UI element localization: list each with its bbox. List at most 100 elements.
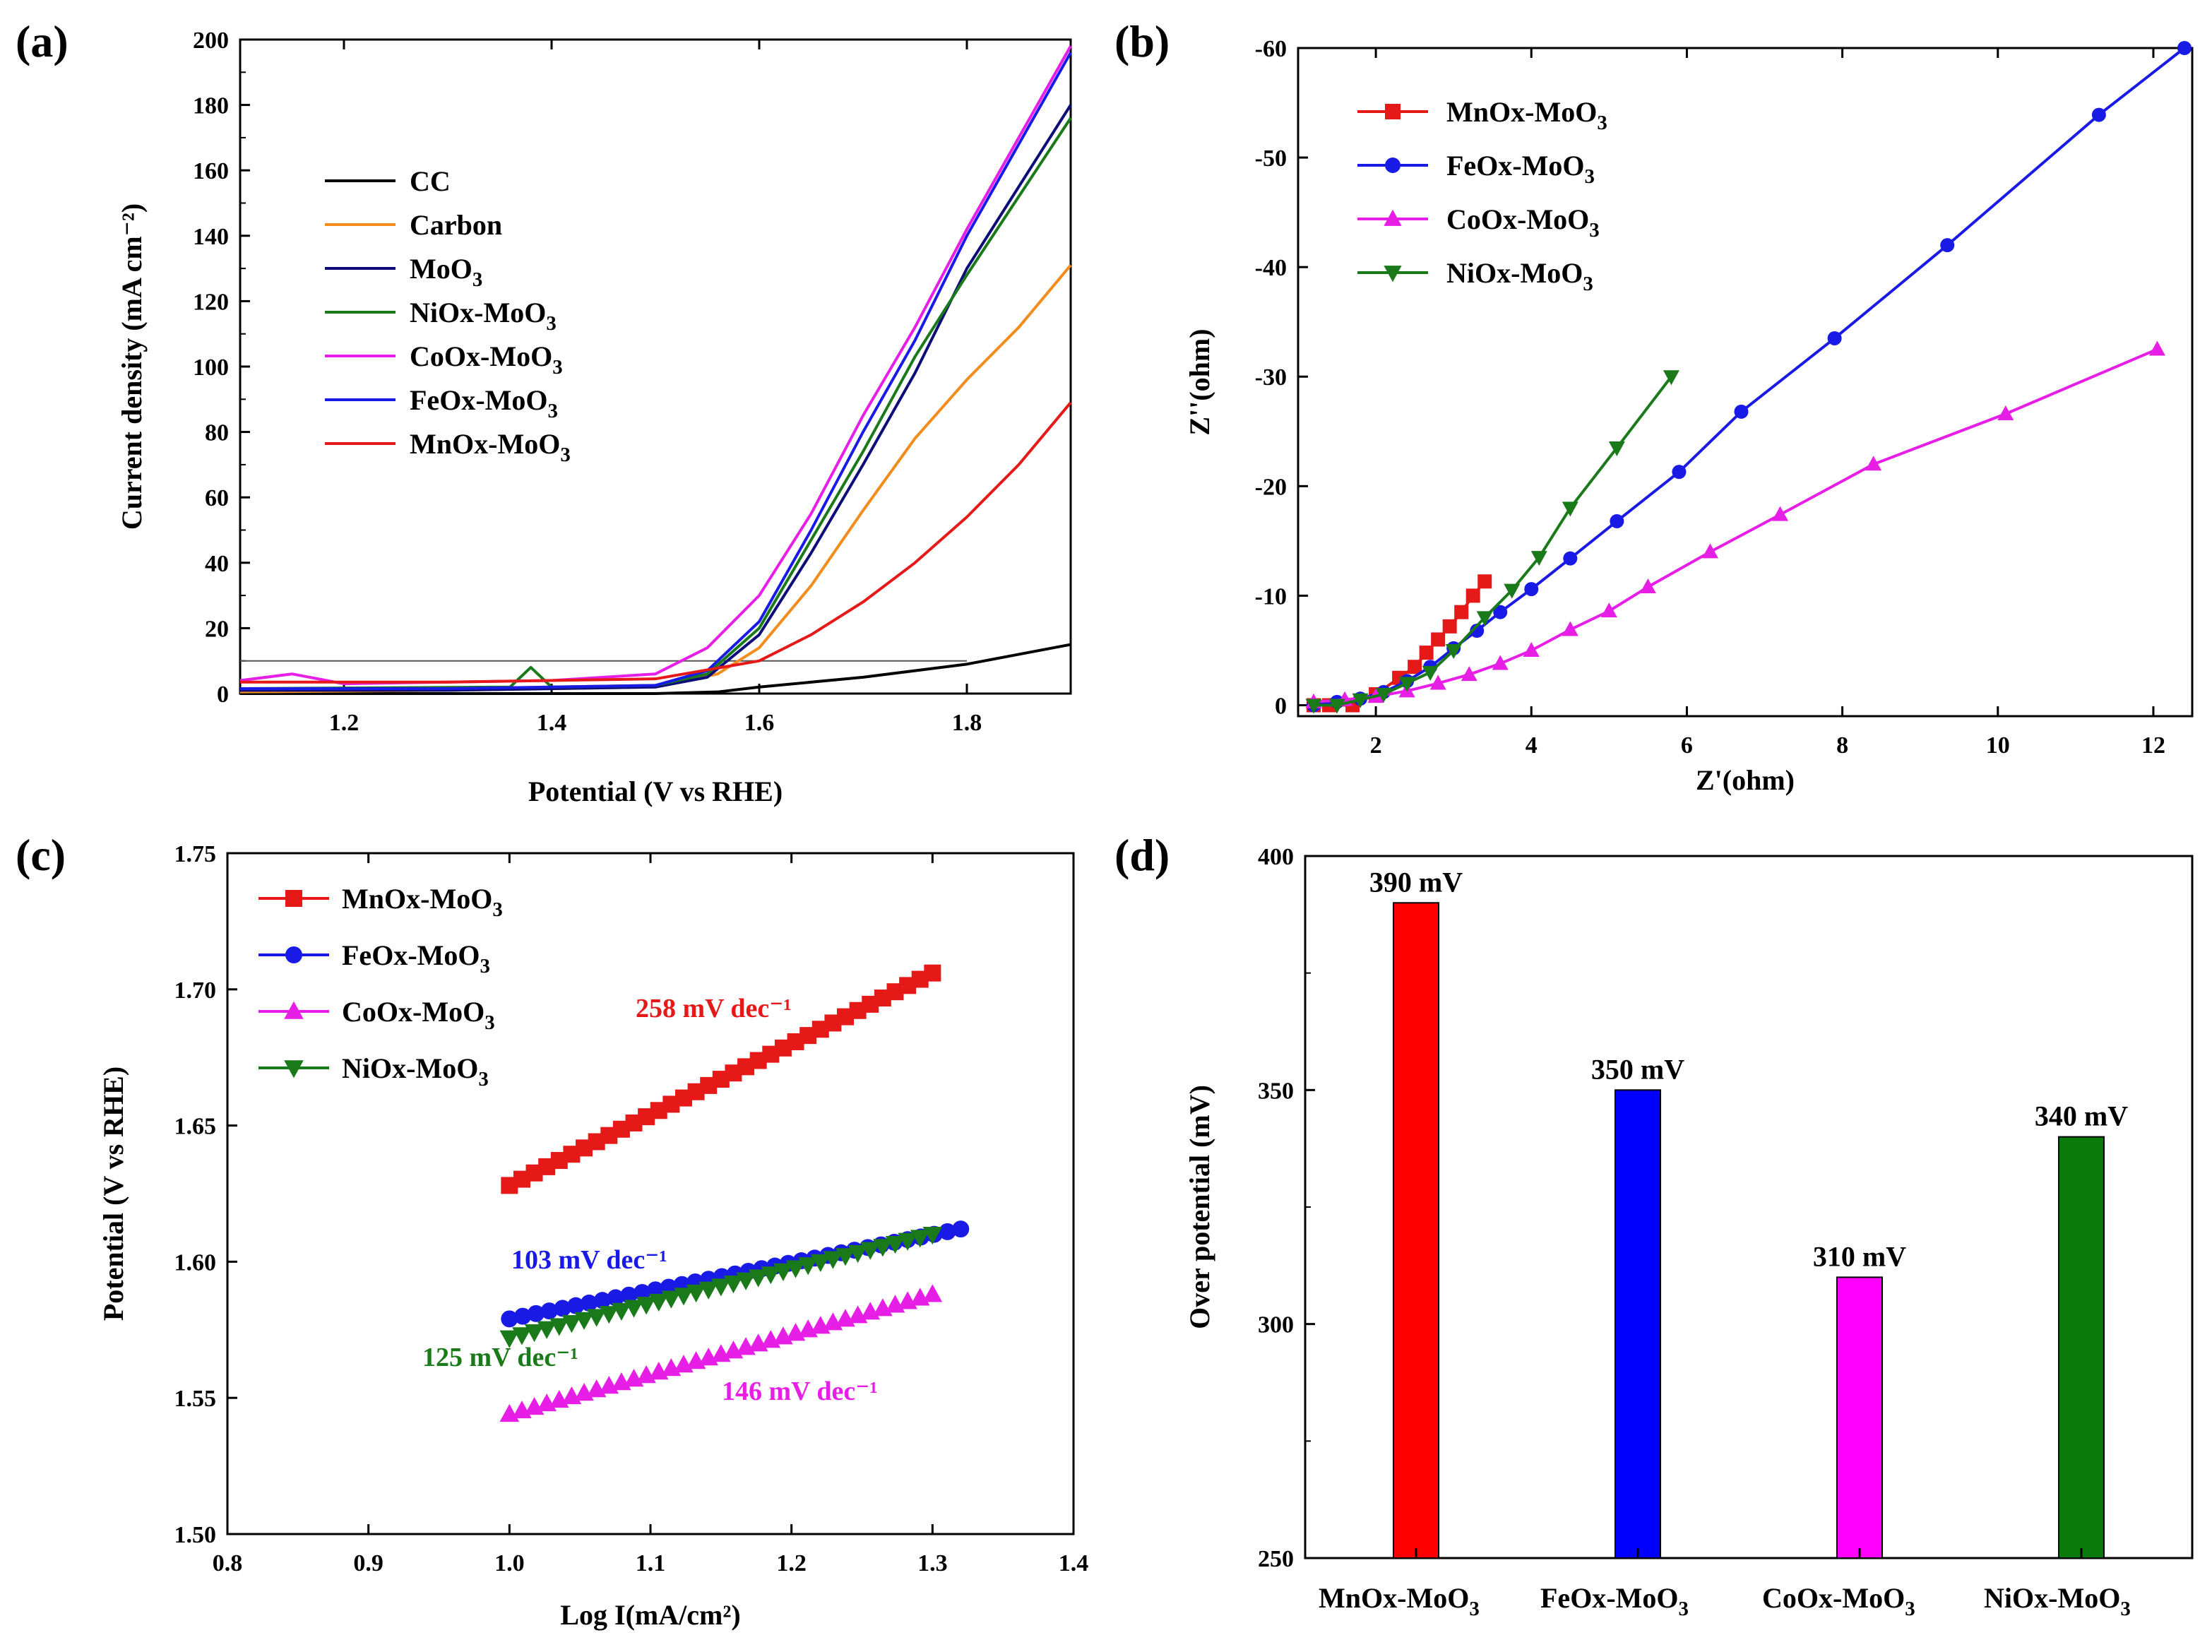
d-bar-value-label: 340 mV (2035, 1100, 2128, 1132)
c-data-point (823, 1251, 843, 1269)
b-legend-label: FeOx-MoO3 (1446, 150, 1595, 188)
c-x-tick-label: 1.3 (917, 1550, 948, 1576)
c-data-point (674, 1288, 694, 1306)
b-y-tick-label: -20 (1255, 474, 1287, 500)
d-bar-NiOx-MoO3 (2058, 1136, 2105, 1559)
a-y-tick-label: 100 (193, 355, 229, 381)
b-data-point (1663, 370, 1679, 386)
d-bar-value-label: 390 mV (1369, 866, 1463, 898)
c-legend-marker (285, 946, 302, 963)
c-x-axis-title: Log I(mA/cm²) (560, 1599, 740, 1631)
c-x-tick-label: 1.0 (494, 1550, 525, 1576)
c-data-point (561, 1315, 582, 1333)
b-legend-label: NiOx-MoO3 (1446, 257, 1593, 295)
a-legend-label: CoOx-MoO3 (410, 340, 563, 379)
b-legend-label: CoOx-MoO3 (1446, 203, 1600, 242)
a-x-tick-label: 1.4 (537, 710, 567, 736)
c-data-point (686, 1284, 706, 1303)
c-data-point (798, 1257, 818, 1276)
b-data-point (1523, 641, 1540, 657)
c-legend-label: NiOx-MoO3 (342, 1052, 489, 1091)
c-data-point (873, 1239, 893, 1257)
c-y-tick-label: 1.60 (174, 1249, 217, 1276)
c-data-point (581, 1294, 598, 1312)
b-series-line-NiOx-MoO3 (1314, 376, 1673, 707)
d-bar-value-label: 350 mV (1591, 1053, 1684, 1085)
b-y-tick-label: 0 (1275, 693, 1287, 719)
c-data-point (698, 1281, 719, 1300)
a-legend-label: MoO3 (410, 253, 482, 291)
d-x-tick-label: NiOx-MoO3 (1984, 1582, 2131, 1620)
b-data-point (1610, 513, 1624, 528)
c-legend-label: FeOx-MoO3 (342, 939, 490, 977)
a-y-tick-label: 40 (205, 551, 229, 577)
a-series-line-NiOx-MoO3 (239, 117, 1072, 691)
a-y-tick-label: 20 (205, 616, 229, 642)
b-data-point (1672, 465, 1687, 480)
a-series-line-MoO3 (240, 104, 1072, 692)
c-data-point (748, 1269, 768, 1288)
c-y-tick-label: 1.50 (174, 1522, 217, 1548)
d-y-tick-label: 400 (1258, 844, 1294, 870)
d-y-tick-label: 350 (1258, 1078, 1294, 1104)
b-x-tick-label: 12 (2141, 732, 2165, 759)
b-data-point (1470, 624, 1485, 638)
b-data-point (1431, 632, 1446, 647)
c-data-point (922, 1227, 943, 1245)
d-x-tick-label: CoOx-MoO3 (1762, 1582, 1915, 1620)
b-data-point (1476, 611, 1493, 626)
b-y-tick-label: -60 (1255, 36, 1287, 62)
c-data-point (554, 1300, 571, 1317)
c-data-point (537, 1321, 557, 1339)
c-x-tick-label: 1.2 (776, 1550, 807, 1576)
b-data-point (1562, 501, 1578, 517)
c-data-point (924, 964, 941, 982)
c-slope-annotation: 258 mV dec⁻¹ (636, 994, 792, 1023)
a-legend-label: NiOx-MoO3 (410, 297, 557, 335)
b-data-point (2091, 107, 2106, 122)
c-panel-label: (c) (16, 830, 66, 880)
b-data-point (1445, 643, 1462, 659)
c-slope-annotation: 125 mV dec⁻¹ (422, 1343, 578, 1372)
b-data-point (1375, 687, 1392, 703)
b-data-point (1398, 677, 1415, 692)
b-data-point (1465, 588, 1480, 603)
a-series-line-MnOx-MoO3 (240, 401, 1072, 684)
b-x-tick-label: 8 (1836, 732, 1848, 759)
c-data-point (773, 1263, 793, 1281)
c-data-point (885, 1235, 905, 1254)
c-data-point (527, 1305, 545, 1322)
a-series-line-FeOx-MoO3 (240, 52, 1072, 691)
c-data-point (636, 1297, 656, 1315)
b-data-point (1419, 646, 1434, 660)
a-y-tick-label: 120 (193, 289, 229, 315)
b-data-point (1493, 605, 1508, 619)
b-x-tick-label: 10 (1986, 732, 2010, 759)
c-legend-label: CoOx-MoO3 (342, 996, 495, 1034)
a-legend-label: CC (410, 165, 451, 197)
c-data-point (648, 1293, 669, 1312)
b-y-tick-label: -50 (1255, 145, 1287, 172)
d-x-tick-label: FeOx-MoO3 (1540, 1582, 1689, 1620)
c-data-point (860, 1242, 881, 1260)
b-data-point (1827, 331, 1842, 345)
c-data-point (512, 1327, 532, 1345)
c-data-point (540, 1302, 558, 1320)
a-y-axis-title: Current density (mA cm⁻²) (116, 203, 148, 530)
b-data-point (1639, 578, 1656, 594)
c-x-tick-label: 0.8 (213, 1550, 243, 1576)
c-data-point (549, 1318, 569, 1336)
c-data-point (599, 1306, 619, 1324)
b-data-point (1530, 551, 1547, 566)
c-data-point (634, 1283, 651, 1301)
c-legend-marker (284, 1060, 304, 1078)
a-x-tick-label: 1.8 (952, 710, 982, 736)
b-data-point (1429, 675, 1446, 690)
c-data-point (574, 1312, 594, 1330)
c-data-point (607, 1289, 624, 1307)
b-data-point (1352, 693, 1369, 708)
c-data-point (661, 1290, 682, 1309)
b-data-point (1734, 404, 1749, 419)
b-data-point (1328, 699, 1345, 714)
c-data-point (514, 1307, 532, 1325)
